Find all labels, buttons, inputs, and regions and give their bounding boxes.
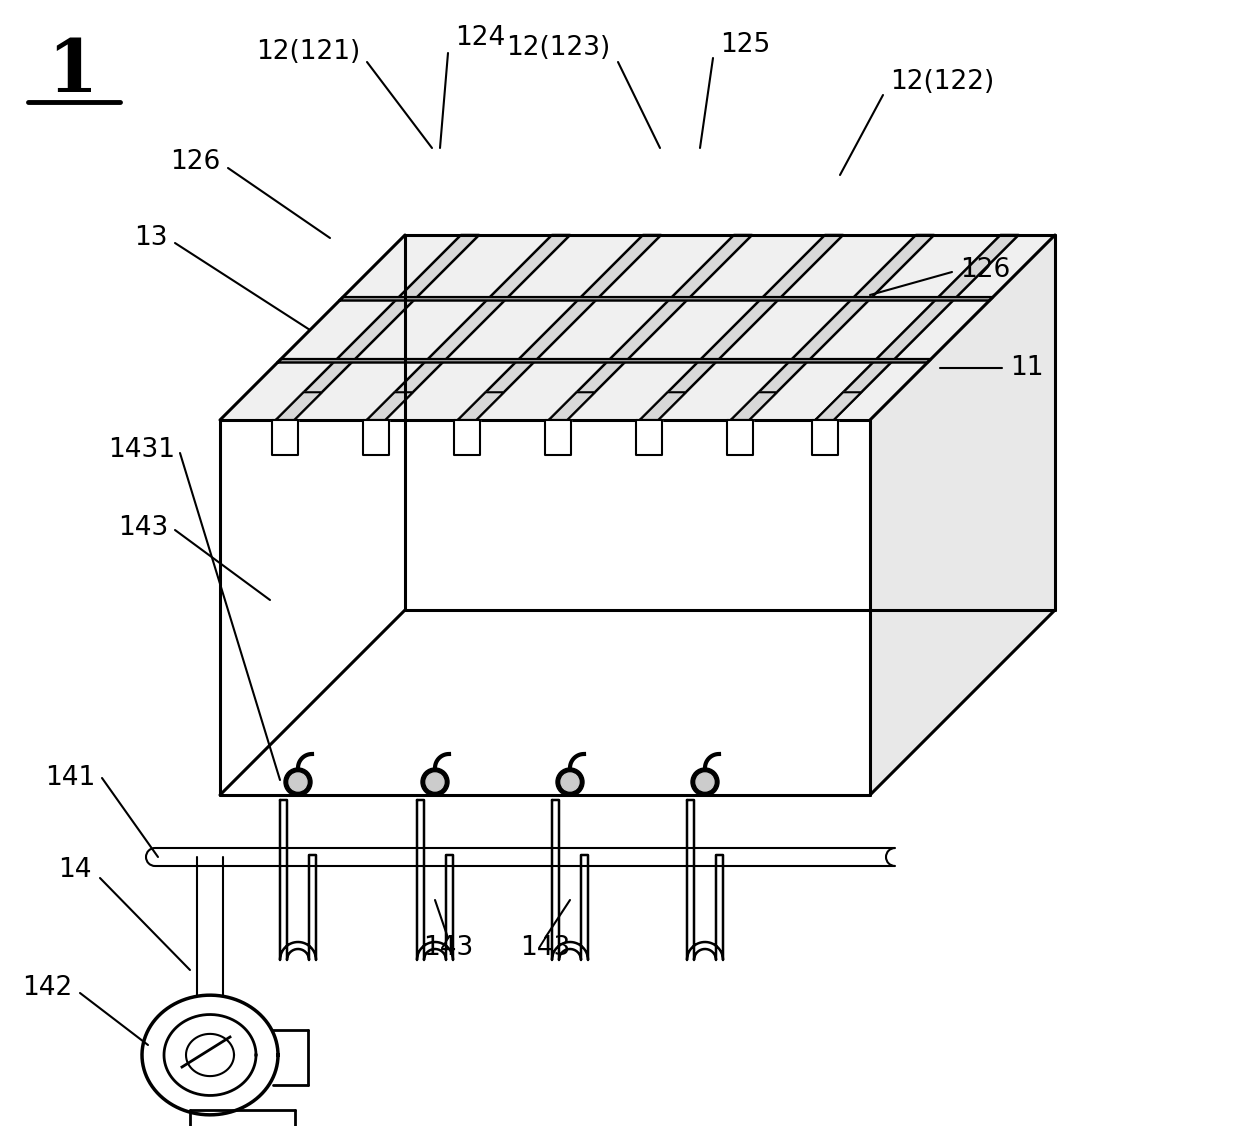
Text: 125: 125 [720, 32, 770, 59]
Polygon shape [636, 420, 662, 455]
Circle shape [422, 768, 449, 796]
Polygon shape [640, 392, 686, 420]
Polygon shape [811, 420, 837, 455]
Polygon shape [219, 420, 870, 795]
Circle shape [560, 774, 579, 790]
Polygon shape [549, 235, 753, 420]
Text: 141: 141 [45, 765, 95, 790]
Polygon shape [458, 392, 503, 420]
Polygon shape [275, 235, 479, 420]
Polygon shape [816, 235, 1018, 420]
Text: 143: 143 [520, 935, 570, 960]
Polygon shape [458, 235, 661, 420]
Circle shape [691, 768, 719, 796]
Polygon shape [275, 392, 322, 420]
Polygon shape [367, 392, 413, 420]
Polygon shape [816, 392, 862, 420]
Polygon shape [219, 235, 1055, 420]
Text: 12(122): 12(122) [890, 69, 994, 95]
Polygon shape [363, 420, 389, 455]
Text: 1: 1 [47, 36, 97, 107]
Polygon shape [549, 392, 595, 420]
Polygon shape [552, 799, 588, 960]
Polygon shape [272, 420, 298, 455]
Text: 13: 13 [134, 225, 167, 251]
Polygon shape [417, 799, 453, 960]
Polygon shape [367, 235, 570, 420]
Text: 11: 11 [1011, 355, 1044, 381]
Circle shape [696, 774, 714, 790]
Polygon shape [730, 392, 776, 420]
Text: 142: 142 [22, 975, 72, 1001]
Text: 12(121): 12(121) [255, 39, 360, 65]
Polygon shape [340, 297, 993, 301]
Polygon shape [727, 420, 753, 455]
Polygon shape [870, 235, 1055, 795]
Polygon shape [143, 995, 278, 1115]
Polygon shape [278, 359, 931, 363]
Text: 14: 14 [58, 857, 92, 883]
Circle shape [556, 768, 584, 796]
Polygon shape [687, 799, 723, 960]
Polygon shape [546, 420, 570, 455]
Text: 1431: 1431 [108, 437, 175, 463]
Circle shape [427, 774, 444, 790]
Circle shape [289, 774, 308, 790]
Polygon shape [454, 420, 480, 455]
Polygon shape [164, 1015, 255, 1096]
Polygon shape [280, 799, 316, 960]
Text: 126: 126 [170, 149, 219, 175]
Circle shape [284, 768, 312, 796]
Text: 126: 126 [960, 257, 1011, 283]
Polygon shape [190, 1110, 295, 1126]
Polygon shape [730, 235, 934, 420]
Polygon shape [640, 235, 843, 420]
Text: 143: 143 [118, 515, 167, 540]
Text: 143: 143 [423, 935, 474, 960]
Text: 12(123): 12(123) [506, 35, 610, 61]
Text: 124: 124 [455, 25, 505, 51]
